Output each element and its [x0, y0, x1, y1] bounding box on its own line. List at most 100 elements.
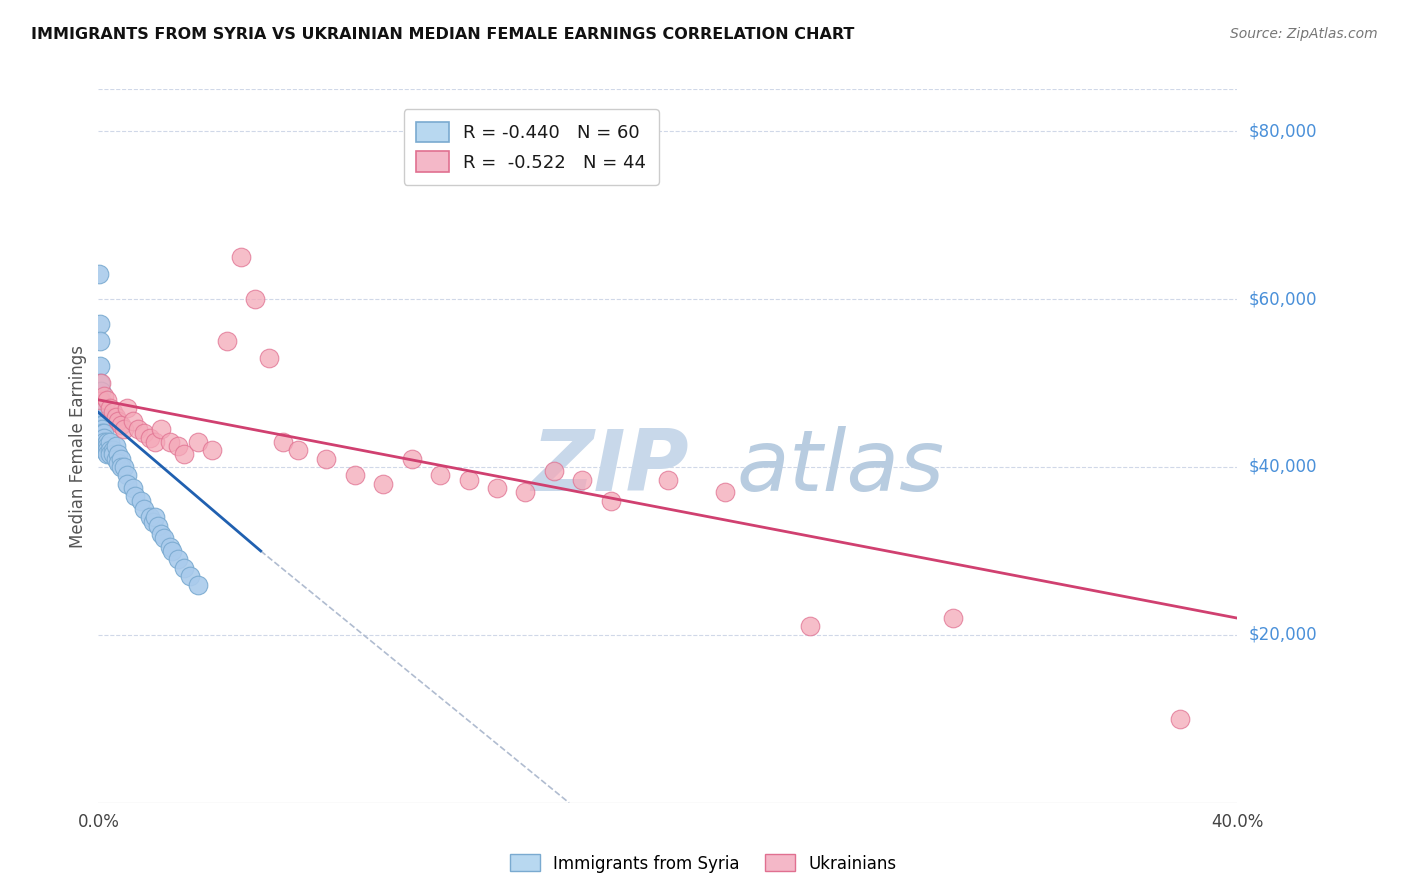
Point [457, 473, 479, 487]
Point [90, 414, 112, 428]
Point [167, 439, 190, 453]
Point [115, 468, 138, 483]
Point [90, 409, 112, 424]
Point [98, 401, 121, 416]
Point [93, 389, 115, 403]
Point [127, 422, 149, 436]
Point [187, 577, 209, 591]
Point [112, 422, 135, 436]
Point [571, 473, 593, 487]
Legend: Immigrants from Syria, Ukrainians: Immigrants from Syria, Ukrainians [503, 847, 903, 880]
Text: $40,000: $40,000 [1249, 458, 1317, 476]
Point [162, 544, 184, 558]
Point [90, 405, 112, 419]
Text: $60,000: $60,000 [1249, 290, 1317, 308]
Point [89, 334, 111, 348]
Point [89, 376, 111, 390]
Point [150, 422, 173, 436]
Point [98, 447, 121, 461]
Point [110, 417, 132, 432]
Point [343, 468, 366, 483]
Point [96, 434, 118, 449]
Text: $80,000: $80,000 [1249, 122, 1317, 140]
Point [515, 485, 537, 500]
Point [148, 518, 170, 533]
Point [315, 451, 337, 466]
Point [98, 443, 121, 458]
Point [215, 334, 238, 348]
Point [107, 456, 129, 470]
Point [132, 502, 155, 516]
Point [173, 560, 195, 574]
Point [101, 405, 124, 419]
Point [91, 422, 114, 436]
Point [110, 451, 132, 466]
Point [159, 540, 181, 554]
Y-axis label: Median Female Earnings: Median Female Earnings [69, 344, 87, 548]
Point [129, 493, 152, 508]
Point [115, 476, 138, 491]
Point [96, 439, 118, 453]
Point [112, 460, 135, 475]
Point [229, 250, 252, 264]
Point [107, 414, 129, 428]
Point [89, 359, 111, 374]
Point [124, 489, 146, 503]
Point [90, 384, 112, 399]
Point [657, 473, 679, 487]
Point [153, 532, 176, 546]
Point [259, 351, 281, 365]
Point [91, 431, 114, 445]
Point [90, 422, 112, 436]
Point [1170, 712, 1192, 726]
Point [132, 426, 155, 441]
Point [90, 376, 112, 390]
Point [173, 447, 195, 461]
Text: ZIP: ZIP [531, 425, 689, 509]
Point [90, 401, 112, 416]
Point [98, 434, 121, 449]
Point [93, 426, 115, 441]
Point [138, 431, 160, 445]
Point [89, 318, 111, 332]
Point [179, 569, 201, 583]
Point [429, 468, 451, 483]
Point [90, 392, 112, 407]
Text: Source: ZipAtlas.com: Source: ZipAtlas.com [1230, 27, 1378, 41]
Point [90, 426, 112, 441]
Point [90, 397, 112, 411]
Point [90, 417, 112, 432]
Legend: R = -0.440   N = 60, R =  -0.522   N = 44: R = -0.440 N = 60, R = -0.522 N = 44 [404, 109, 659, 185]
Point [373, 476, 395, 491]
Point [89, 392, 111, 407]
Point [107, 447, 129, 461]
Point [942, 611, 965, 625]
Point [104, 451, 127, 466]
Point [201, 443, 224, 458]
Point [89, 267, 111, 281]
Point [141, 515, 163, 529]
Point [543, 464, 565, 478]
Point [799, 619, 821, 633]
Point [101, 447, 124, 461]
Point [96, 392, 118, 407]
Point [600, 493, 623, 508]
Point [138, 510, 160, 524]
Point [167, 552, 190, 566]
Point [150, 527, 173, 541]
Point [90, 417, 112, 432]
Point [273, 434, 295, 449]
Point [121, 414, 143, 428]
Point [145, 510, 167, 524]
Point [486, 481, 509, 495]
Point [110, 460, 132, 475]
Text: IMMIGRANTS FROM SYRIA VS UKRAINIAN MEDIAN FEMALE EARNINGS CORRELATION CHART: IMMIGRANTS FROM SYRIA VS UKRAINIAN MEDIA… [31, 27, 855, 42]
Point [121, 481, 143, 495]
Point [91, 426, 114, 441]
Point [96, 443, 118, 458]
Point [115, 401, 138, 416]
Text: atlas: atlas [737, 425, 945, 509]
Point [714, 485, 737, 500]
Point [93, 443, 115, 458]
Point [287, 443, 309, 458]
